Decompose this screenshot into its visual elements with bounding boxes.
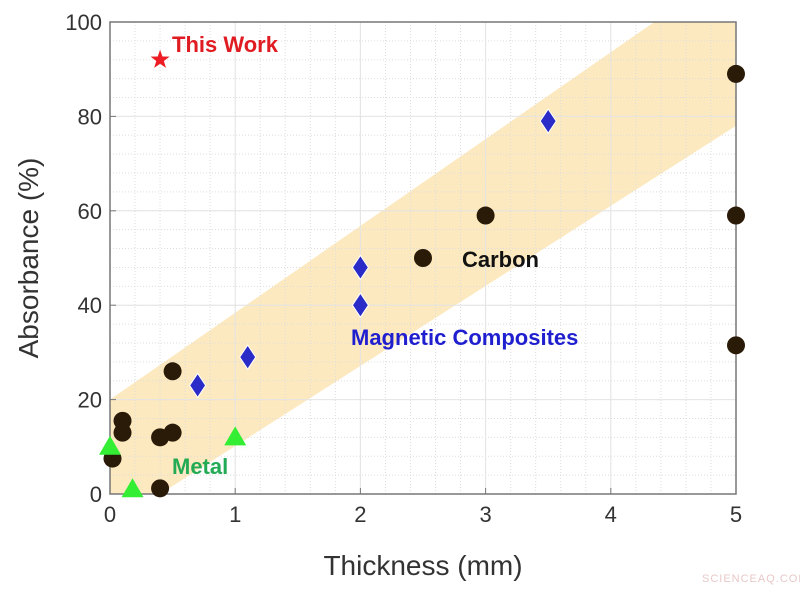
carbon-point [727,64,745,83]
carbon-point [727,206,745,225]
magnetic-point [539,108,557,135]
metal-point [99,435,121,455]
y-axis-label: Absorbance (%) [13,158,44,359]
series-label: Carbon [462,247,539,272]
metal-point [224,426,247,446]
watermark: SCIENCEAQ.COM [702,573,800,585]
y-tick-label: 100 [65,10,102,35]
magnetic-point [189,372,207,399]
y-tick-label: 0 [90,482,102,507]
shaded-band [110,22,736,494]
carbon-point [113,423,132,442]
series-carbon: Carbon [103,64,745,498]
magnetic-point [351,292,370,319]
x-tick-label: 1 [229,502,241,527]
y-tick-label: 40 [78,293,102,318]
series-label: Metal [172,454,228,479]
x-tick-label: 4 [605,502,617,527]
series-magnetic-composites: Magnetic Composites [189,108,578,399]
y-tick-label: 80 [78,104,102,129]
x-tick-label: 2 [354,502,366,527]
magnetic-point [239,344,257,371]
metal-point [121,478,144,498]
carbon-point [476,206,495,225]
y-tick-label: 60 [78,199,102,224]
carbon-point [151,479,170,498]
carbon-point [414,249,432,267]
plot-frame [109,21,737,495]
carbon-point [163,362,182,381]
x-tick-label: 3 [479,502,491,527]
x-tick-label: 5 [730,502,742,527]
series-label: Magnetic Composites [351,325,578,350]
this-work-point [150,49,170,68]
x-axis-label: Thickness (mm) [323,550,522,581]
series-metal: Metal [99,426,247,498]
series-label: This Work [172,32,279,57]
magnetic-point [351,254,370,281]
carbon-point [163,423,182,442]
y-tick-label: 20 [78,388,102,413]
carbon-point [727,336,745,355]
series-this-work: This Work [150,32,279,68]
x-tick-label: 0 [104,502,116,527]
